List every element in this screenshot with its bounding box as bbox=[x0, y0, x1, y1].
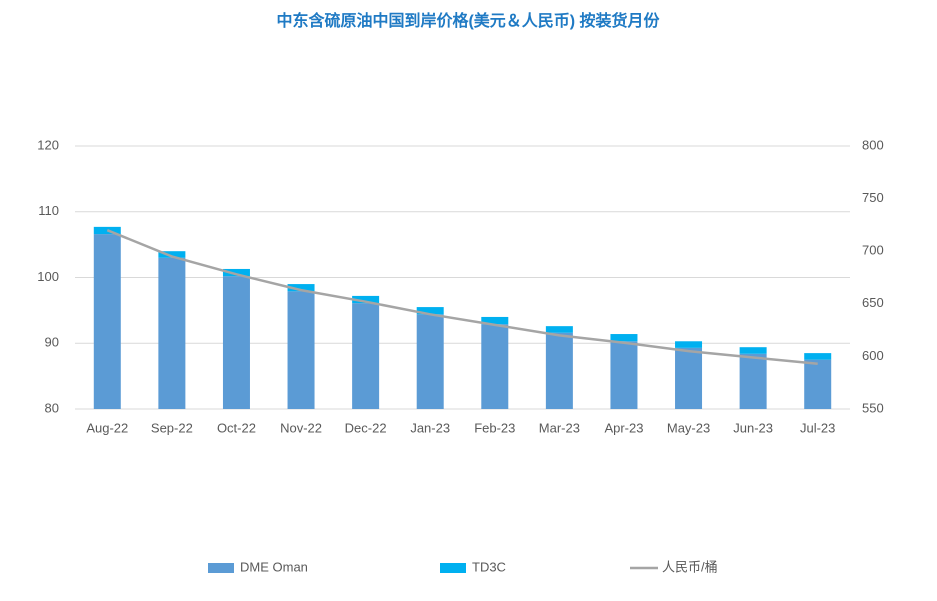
y-tick-label: 110 bbox=[38, 203, 59, 218]
bar bbox=[804, 359, 832, 409]
x-tick-label: Jan-23 bbox=[410, 420, 450, 435]
bar bbox=[675, 341, 703, 348]
y2-tick-label: 650 bbox=[862, 295, 884, 310]
bar bbox=[158, 251, 186, 258]
x-tick-label: Sep-22 bbox=[151, 420, 193, 435]
bar bbox=[222, 268, 250, 277]
legend-label: TD3C bbox=[472, 559, 506, 574]
legend-swatch bbox=[440, 563, 466, 573]
x-tick-label: Nov-22 bbox=[280, 420, 322, 435]
bar bbox=[481, 316, 509, 325]
chart-title: 中东含硫原油中国到岸价格(美元＆人民币) 按装货月份 bbox=[276, 11, 660, 30]
bar bbox=[739, 347, 767, 354]
legend-label: 人民币/桶 bbox=[662, 559, 718, 574]
x-tick-label: Aug-22 bbox=[86, 420, 128, 435]
legend-swatch bbox=[208, 563, 234, 573]
x-tick-label: May-23 bbox=[667, 420, 710, 435]
y-tick-label: 80 bbox=[45, 400, 59, 415]
x-tick-label: Dec-22 bbox=[345, 420, 387, 435]
x-tick-label: Jul-23 bbox=[800, 420, 835, 435]
bar bbox=[739, 353, 767, 409]
legend-label: DME Oman bbox=[240, 559, 308, 574]
bar bbox=[416, 314, 444, 409]
y-tick-label: 90 bbox=[45, 335, 59, 350]
bar bbox=[287, 284, 315, 292]
bar bbox=[222, 276, 250, 409]
bar bbox=[352, 295, 380, 304]
y-tick-label: 120 bbox=[37, 137, 59, 152]
x-tick-label: Feb-23 bbox=[474, 420, 515, 435]
bar bbox=[416, 307, 444, 315]
y2-tick-label: 700 bbox=[862, 243, 884, 258]
x-tick-label: Apr-23 bbox=[604, 420, 643, 435]
line bbox=[106, 229, 818, 366]
bar bbox=[158, 257, 186, 409]
bar bbox=[675, 347, 703, 409]
bar bbox=[804, 353, 832, 360]
bar bbox=[545, 326, 573, 333]
y2-tick-label: 550 bbox=[862, 400, 884, 415]
x-tick-label: Oct-22 bbox=[217, 420, 256, 435]
x-tick-label: Mar-23 bbox=[539, 420, 580, 435]
bar bbox=[545, 332, 573, 409]
bar bbox=[287, 291, 315, 409]
bar bbox=[610, 334, 638, 342]
bar bbox=[610, 341, 638, 409]
y-tick-label: 100 bbox=[37, 269, 59, 284]
bar bbox=[93, 234, 121, 409]
bar bbox=[481, 324, 509, 409]
bar bbox=[352, 303, 380, 409]
y2-tick-label: 800 bbox=[862, 137, 884, 152]
x-tick-label: Jun-23 bbox=[733, 420, 773, 435]
y2-tick-label: 750 bbox=[862, 190, 884, 205]
y2-tick-label: 600 bbox=[862, 348, 884, 363]
